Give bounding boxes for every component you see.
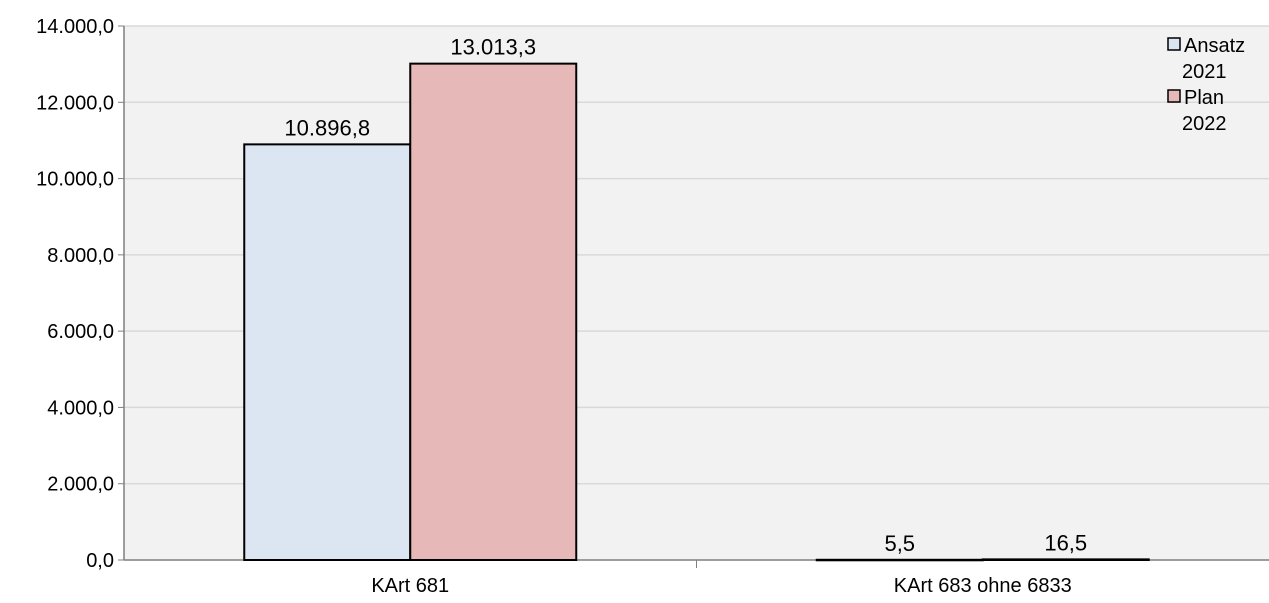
data-label: 5,5 [884,531,915,556]
y-tick-label: 10.000,0 [36,169,114,191]
bar [815,558,984,562]
bar [981,558,1150,562]
data-label: 13.013,3 [450,35,536,60]
y-tick-label: 6.000,0 [47,321,114,343]
legend-label: 2021 [1182,61,1227,83]
data-label: 16,5 [1044,530,1087,555]
axes: 0,0 2.000,0 4.000,0 6.000,0 8.000,0 10.000,0 1… [36,16,1269,597]
y-tick-label: 8.000,0 [47,245,114,267]
y-tick-label: 2.000,0 [47,474,114,496]
bar [243,143,412,561]
legend-swatch [1167,37,1181,51]
y-tick-label: 14.000,0 [36,16,114,38]
legend-swatch [1167,89,1181,103]
data-labels: 10.896,8 13.013,3 5,5 16,5 [284,35,1087,556]
bars [243,62,1150,562]
legend: Ansatz 2021 Plan 2022 [1167,35,1245,135]
legend-label: Ansatz [1184,35,1245,57]
x-category-label: KArt 681 [371,575,449,597]
bar [409,62,578,561]
data-label: 10.896,8 [284,115,370,140]
legend-label: 2022 [1182,113,1227,135]
legend-label: Plan [1184,87,1224,109]
y-tick-label: 0,0 [86,550,114,572]
y-tick-label: 12.000,0 [36,92,114,114]
y-tick-label: 4.000,0 [47,397,114,419]
x-category-label: KArt 683 ohne 6833 [894,575,1072,597]
